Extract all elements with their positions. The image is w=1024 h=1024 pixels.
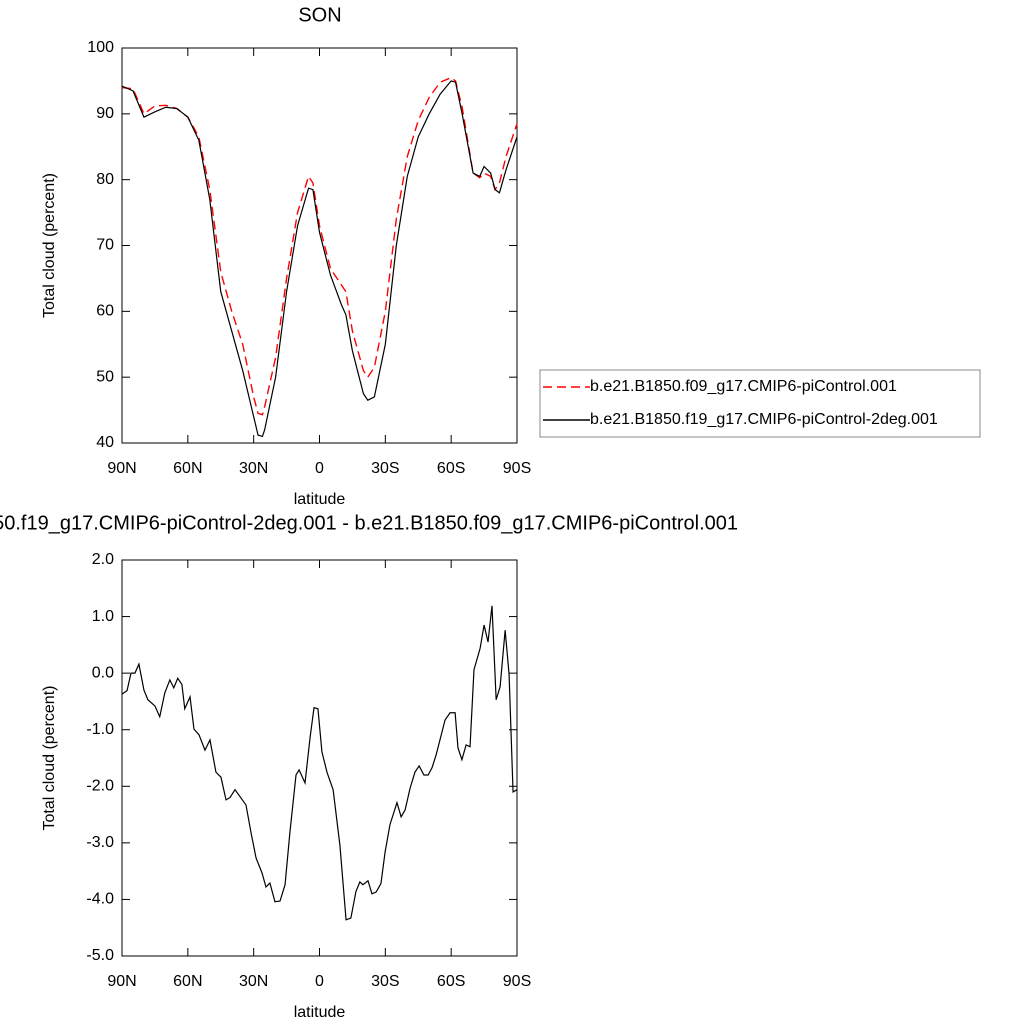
y-axis-label: Total cloud (percent) — [41, 686, 58, 831]
chart-title: SON — [298, 4, 341, 26]
x-tick-label: 30N — [239, 460, 268, 477]
x-tick-label: 30N — [239, 973, 268, 990]
y-tick-label: 80 — [96, 171, 114, 188]
x-tick-label: 60S — [437, 460, 465, 477]
x-tick-label: 30S — [371, 460, 399, 477]
data-line — [121, 605, 518, 921]
y-tick-label: 90 — [96, 105, 114, 122]
plot-frame — [121, 47, 518, 444]
x-tick-label: 0 — [315, 460, 324, 477]
y-tick-label: 0.0 — [92, 664, 114, 681]
y-tick-label: -4.0 — [86, 891, 114, 908]
y-tick-label: 60 — [96, 303, 114, 320]
y-tick-label: -1.0 — [86, 721, 114, 738]
y-tick-label: 40 — [96, 434, 114, 451]
y-tick-label: 2.0 — [92, 551, 114, 568]
legend-box — [539, 369, 981, 438]
x-tick-label: 60S — [437, 973, 465, 990]
data-line — [121, 80, 518, 438]
x-tick-label: 60N — [173, 460, 202, 477]
data-line — [121, 76, 518, 416]
y-tick-label: 1.0 — [92, 608, 114, 625]
y-tick-label: -2.0 — [86, 778, 114, 795]
legend-label: b.e21.B1850.f09_g17.CMIP6-piControl.001 — [590, 378, 897, 395]
x-tick-label: 90S — [503, 460, 531, 477]
plot-frame — [121, 559, 518, 957]
x-tick-label: 30S — [371, 973, 399, 990]
x-tick-label: 90S — [503, 973, 531, 990]
x-tick-label: 90N — [107, 460, 136, 477]
y-tick-label: -3.0 — [86, 834, 114, 851]
x-axis-label: latitude — [294, 491, 346, 508]
x-tick-label: 90N — [107, 973, 136, 990]
x-axis-label: latitude — [294, 1004, 346, 1021]
chart-title: b.e21.B1850.f19_g17.CMIP6-piControl-2deg… — [0, 512, 738, 534]
y-tick-label: 100 — [87, 39, 114, 56]
legend-label: b.e21.B1850.f19_g17.CMIP6-piControl-2deg… — [590, 411, 938, 428]
x-tick-label: 0 — [315, 973, 324, 990]
y-tick-label: 70 — [96, 237, 114, 254]
y-tick-label: -5.0 — [86, 947, 114, 964]
y-axis-label: Total cloud (percent) — [41, 173, 58, 318]
x-tick-label: 60N — [173, 973, 202, 990]
y-tick-label: 50 — [96, 368, 114, 385]
